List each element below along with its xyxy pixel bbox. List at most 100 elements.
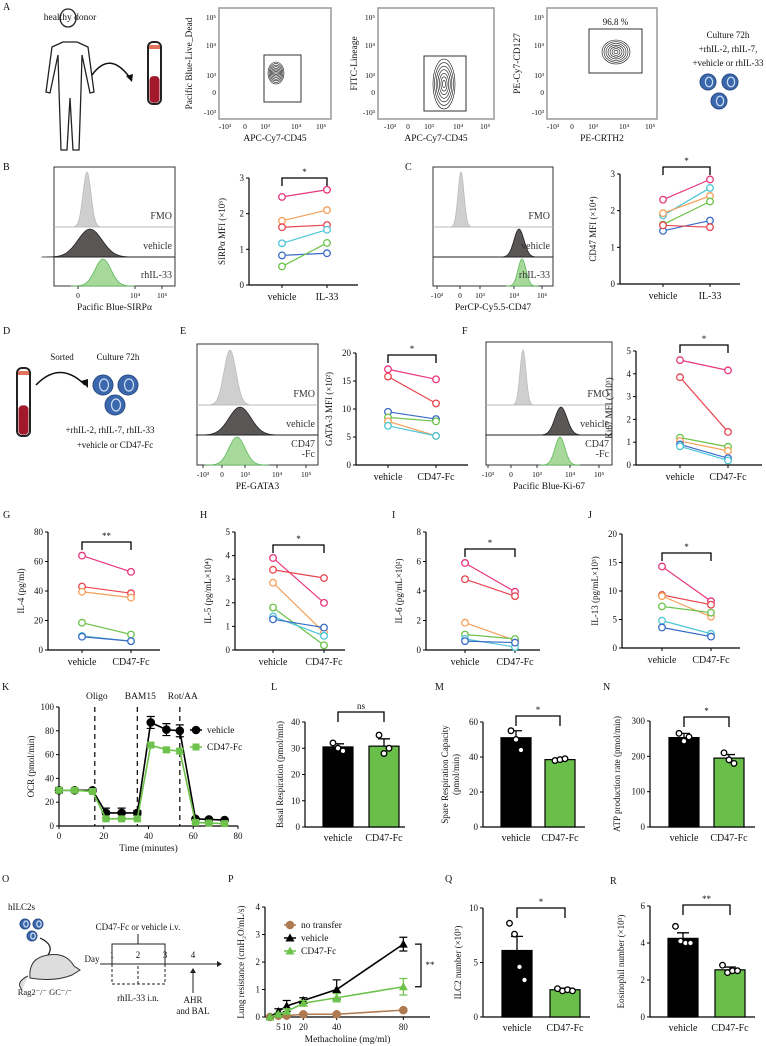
x-tick-label: CD47-Fc xyxy=(546,1023,584,1034)
data-point xyxy=(191,818,199,826)
y-axis-label: (pmol/min) xyxy=(451,754,461,795)
significance-bracket xyxy=(679,344,729,353)
paired-line xyxy=(272,557,325,604)
readout-label: and BAL xyxy=(176,1006,209,1016)
y-tick-label: 3 xyxy=(226,574,231,584)
cell-icon xyxy=(699,73,717,91)
paired-line xyxy=(387,416,437,422)
legend-label: CD47-Fc xyxy=(207,743,242,753)
x-tick-label: -10³ xyxy=(197,470,210,479)
schematic-o: hILC2s Rag2⁻/⁻ GC⁻/⁻ CD47-Fc or vehicle i.… xyxy=(8,902,222,1016)
paired-line xyxy=(464,622,516,641)
x-tick-label: 10⁵ xyxy=(537,291,548,300)
data-point xyxy=(146,718,156,727)
track-label: vehicle xyxy=(521,241,550,252)
x-tick-label: 10⁴ xyxy=(291,122,302,131)
bar xyxy=(549,989,581,1018)
data-point xyxy=(687,939,694,947)
gate-rectangle xyxy=(263,54,302,103)
x-tick-label: IL-33 xyxy=(316,292,339,303)
x-tick-label: -10³ xyxy=(547,122,560,131)
arrowhead-icon xyxy=(81,379,88,388)
cell-icon xyxy=(104,394,126,416)
track-label: FMO xyxy=(150,211,172,222)
x-tick-label: 0 xyxy=(220,470,224,479)
culture-condition-text: +rhIL-2, rhIL-7, rhIL-33 xyxy=(65,425,155,435)
cell-icon xyxy=(721,73,739,91)
contour-line xyxy=(611,48,621,56)
timeline-arrowhead-icon xyxy=(217,961,222,967)
y-tick-label: 80 xyxy=(45,726,55,736)
significance-bracket xyxy=(387,354,437,363)
y-tick-label: 40 xyxy=(469,752,479,762)
significance-marker: * xyxy=(536,705,541,715)
line-chart-p: 0 1 2 3 4 Lung resistance (cmH₂O/mL/s) 5 10 20 40… xyxy=(236,902,435,1045)
injection-label: Rot/AA xyxy=(168,692,198,702)
hilc2-label: hILC2s xyxy=(8,902,35,912)
arrow-icon xyxy=(91,62,131,79)
panel-label: R xyxy=(610,876,617,887)
data-point-treated xyxy=(724,446,732,455)
data-point xyxy=(507,727,515,735)
x-tick-label: CD47-Fc xyxy=(112,657,150,668)
sorted-label: Sorted xyxy=(50,352,74,362)
data-point-vehicle xyxy=(278,262,286,271)
gate-rectangle xyxy=(588,28,643,74)
culture-condition-text: +rhIL-2, rhIL-7, xyxy=(699,44,758,54)
data-point-treated xyxy=(320,598,328,607)
data-point xyxy=(339,747,347,755)
y-tick-label: 0 xyxy=(613,643,618,653)
data-point-treated xyxy=(724,427,732,436)
significance-marker: * xyxy=(684,542,689,552)
x-tick-label: CD47-Fc xyxy=(692,655,730,666)
y-tick-label: 4 xyxy=(641,938,646,948)
significance-bracket xyxy=(515,715,561,726)
y-axis-label: PE-Cy7-CD127 xyxy=(513,33,523,94)
culture-condition-text: +vehicle or CD47-Fc xyxy=(77,440,154,450)
x-tick-label: 10⁴ xyxy=(453,122,464,131)
track-label: CD47 xyxy=(291,439,315,450)
data-point xyxy=(512,736,520,743)
y-tick-label: 0 xyxy=(474,1012,479,1022)
bar xyxy=(322,746,354,828)
bar-chart-q: 0 5 10 ILC2 number (×10³) vehicle CD47-Fc * xyxy=(453,897,590,1034)
data-point xyxy=(71,786,79,794)
mouse-strain-label: Rag2⁻/⁻ GC⁻/⁻ xyxy=(18,987,73,997)
paired-line xyxy=(679,437,729,448)
y-tick-label: 20 xyxy=(608,529,618,539)
data-point-treated xyxy=(432,375,440,384)
significance-bracket xyxy=(682,904,731,915)
paired-line xyxy=(387,411,437,420)
data-point xyxy=(398,982,408,991)
histogram-peak xyxy=(70,258,136,287)
bar xyxy=(501,949,533,1018)
x-tick-label: CD47-Fc xyxy=(305,657,343,668)
error-bar xyxy=(677,932,689,939)
x-tick-label: 10⁴ xyxy=(619,122,630,131)
y-tick-label: 0 xyxy=(611,279,616,289)
y-tick-label: 0 xyxy=(417,645,422,655)
x-tick-label: 10⁵ xyxy=(480,122,491,131)
y-tick-label: 10 xyxy=(342,404,352,414)
data-point xyxy=(133,815,141,823)
x-tick-label: 0 xyxy=(406,122,410,131)
data-point-vehicle xyxy=(384,365,392,374)
cell-nucleus-icon xyxy=(110,398,122,412)
track-label: vehicle xyxy=(143,241,172,252)
line-chart-k: 0 20 40 60 80 100 OCR (pmol/min) 0 20 40 60 80 Time … xyxy=(26,692,243,854)
significance-bracket xyxy=(337,711,385,722)
contour-line xyxy=(440,76,448,92)
y-axis-label: SIRPα MFI (×10³) xyxy=(217,198,227,265)
legend-label: vehicle xyxy=(207,726,234,736)
data-point-vehicle xyxy=(78,587,86,596)
x-tick-label: CD47-Fc xyxy=(709,472,747,483)
contour-line xyxy=(607,44,625,60)
data-point xyxy=(221,820,229,828)
x-tick-label: 0 xyxy=(57,831,62,841)
paired-line xyxy=(662,200,711,226)
y-tick-label: 10 xyxy=(608,586,618,596)
x-tick-label: 0 xyxy=(458,291,462,300)
data-point xyxy=(517,746,525,754)
x-tick-label: vehicle xyxy=(503,1023,532,1034)
